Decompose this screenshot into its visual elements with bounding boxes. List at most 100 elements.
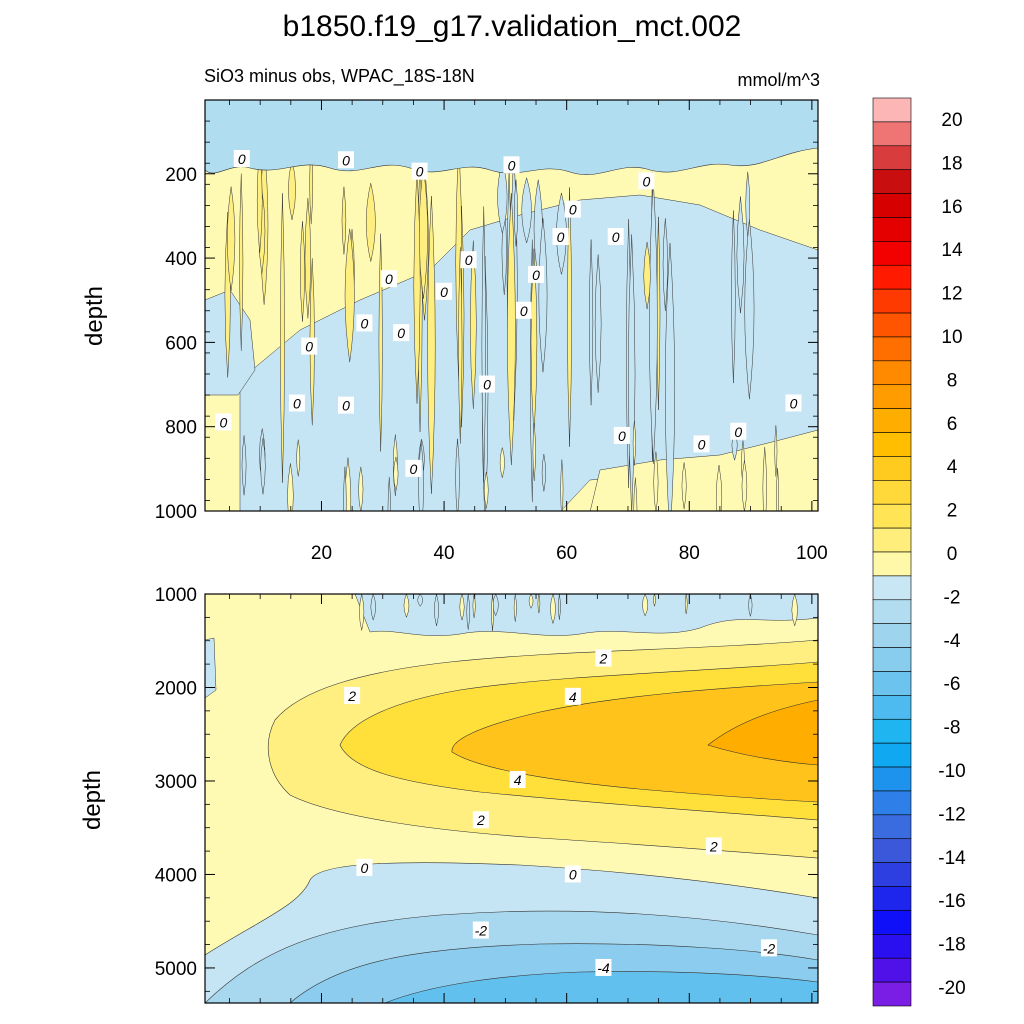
colorbar-swatch [872, 551, 912, 577]
upper-deep-streak [741, 460, 748, 511]
contour-label-text: 0 [612, 229, 620, 245]
contour-label-box [503, 156, 520, 174]
contour-label-text: 2 [599, 651, 608, 667]
upper-streak [594, 254, 602, 393]
upper-deep-streak [287, 463, 294, 511]
colorbar-label: -16 [938, 891, 965, 912]
contour-label: 0 [356, 858, 373, 876]
upper-streak [256, 148, 263, 253]
colorbar-swatch [872, 360, 912, 386]
contour-label-box [405, 459, 422, 477]
contour-label-box [693, 435, 710, 453]
contour-label-text: 0 [508, 157, 516, 173]
contour-label-text: -4 [597, 960, 610, 976]
contour-label: 4 [509, 771, 526, 789]
colorbar-swatch [872, 575, 912, 601]
contour-label-text: 0 [440, 284, 448, 300]
contour-label: 0 [607, 228, 624, 245]
colorbar-swatch [872, 456, 912, 481]
upper-streak [481, 206, 486, 483]
colorbar-swatch [872, 97, 912, 123]
x-tick-label: 60 [556, 543, 577, 564]
contour-label-box [344, 686, 361, 704]
y-tick-label: 2000 [155, 678, 197, 699]
colorbar-swatch [872, 886, 912, 911]
contour-label-text: 0 [410, 461, 418, 477]
x-tick-label: 40 [433, 543, 454, 564]
colorbar-label: 14 [941, 240, 963, 261]
colorbar-swatch [872, 169, 912, 194]
contour-label: 0 [393, 324, 410, 342]
contour-label-box [564, 865, 581, 883]
contour-label-box [613, 426, 630, 444]
contour-label-text: 0 [557, 229, 565, 245]
colorbar: 20181614121086420-2-4-6-8-10-12-14-16-18… [872, 97, 966, 1007]
colorbar-swatch [872, 432, 912, 457]
contour-label: 0 [356, 314, 373, 332]
contour-label-box [411, 162, 428, 180]
contour-label: 0 [301, 337, 318, 355]
upper-streak [497, 160, 508, 235]
lower-band-8 [707, 699, 818, 766]
upper-streak [731, 210, 736, 384]
upper-streak [589, 239, 594, 406]
upper-streak [304, 198, 312, 319]
contour-label-box [509, 771, 526, 789]
upper-deep-streak [484, 471, 489, 509]
lower-top-streak [459, 594, 465, 621]
contour-label-text: 0 [569, 866, 577, 882]
contour-label-box [460, 251, 477, 269]
upper-streak [736, 196, 745, 314]
colorbar-swatch [872, 695, 912, 720]
contour-label-text: 0 [342, 398, 350, 414]
contour-label-text: 4 [514, 772, 522, 788]
chart-subtitle-left: SiO3 minus obs, WPAC_18S-18N [204, 66, 475, 87]
contour-label-box [564, 200, 581, 218]
contour-label: 0 [564, 200, 581, 218]
contour-label: 0 [528, 265, 545, 283]
contour-label-text: 0 [642, 173, 650, 189]
contour-label-box [638, 172, 655, 190]
colorbar-swatch [872, 527, 912, 553]
upper-streak [239, 173, 244, 351]
colorbar-swatch [872, 838, 912, 863]
lower-band-neg6 [384, 971, 818, 1003]
chart-units-label: mmol/m^3 [738, 70, 820, 90]
x-tick-label: 80 [679, 543, 700, 564]
lower-top-streak [791, 594, 798, 627]
contour-label-box [337, 396, 354, 414]
contour-label: -2 [472, 921, 489, 939]
colorbar-swatch [872, 480, 912, 505]
upper-streak [744, 219, 755, 400]
contour-label-text: 0 [342, 152, 350, 168]
contour-label: 4 [564, 687, 581, 705]
upper-deep-streak [633, 477, 638, 511]
upper-deep-streak [532, 423, 536, 481]
contour-label-box [233, 150, 250, 168]
contour-label-text: 0 [416, 164, 424, 180]
upper-streak [664, 242, 675, 511]
upper-streak [521, 176, 532, 244]
upper-deep-streak [296, 439, 301, 477]
contour-label: 0 [552, 228, 569, 245]
lower-top-negative [354, 594, 818, 636]
contour-label: 0 [478, 375, 495, 393]
lower-top-streak [537, 594, 541, 614]
colorbar-label: 2 [947, 501, 958, 522]
chart-title: b1850.f19_g17.validation_mct.002 [283, 10, 742, 43]
contour-label-text: 0 [483, 377, 491, 393]
upper-streak [643, 242, 651, 310]
contour-label-box [595, 649, 612, 667]
contour-label: 0 [564, 865, 581, 883]
lower-top-streak [528, 594, 534, 609]
upper-streak [470, 240, 477, 409]
upper-streak [418, 167, 428, 299]
upper-streak [365, 183, 376, 262]
contour-label-text: 0 [790, 396, 798, 412]
y-tick-label: 800 [165, 418, 197, 439]
contour-label-text: 2 [347, 688, 356, 704]
upper-deep-streak [541, 453, 546, 492]
contour-label-text: 0 [360, 315, 368, 331]
lower-top-streak [748, 594, 753, 618]
lower-top-streak [434, 594, 439, 627]
